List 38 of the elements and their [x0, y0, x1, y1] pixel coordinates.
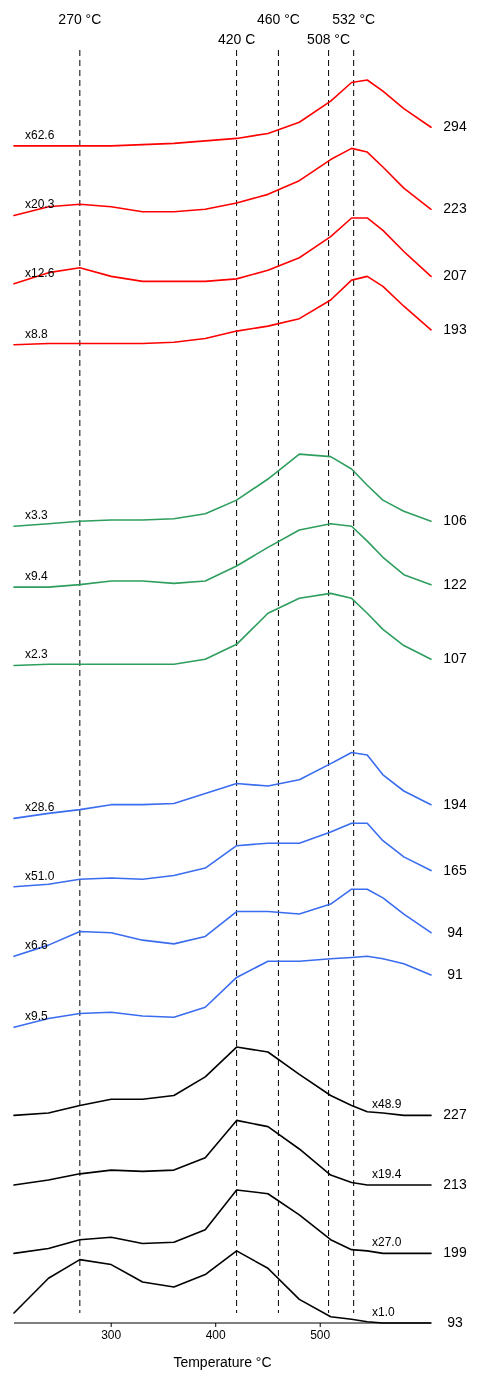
series-label: x9.5 [25, 1009, 49, 1024]
text: 106 [443, 512, 467, 529]
ref-line-label: 270 °C [58, 11, 102, 27]
text: 199 [443, 1244, 467, 1261]
series-label: x48.9 [372, 1097, 402, 1112]
text: 227 [443, 1106, 467, 1123]
x-tick-label: 500 [310, 1328, 331, 1342]
series-label: x3.3 [25, 508, 49, 523]
text: 223 [443, 200, 467, 217]
text: 122 [443, 575, 467, 592]
series-label: x20.3 [25, 197, 55, 212]
series-label: x19.4 [372, 1167, 402, 1182]
series-label: x2.3 [25, 647, 49, 662]
series-label: x27.0 [372, 1235, 402, 1250]
text: 207 [443, 267, 467, 284]
ref-line-label: 460 °C [256, 11, 300, 27]
series-label: x6.6 [25, 938, 49, 953]
text: 93 [447, 1314, 463, 1330]
text: 94 [447, 923, 463, 940]
series-label: x51.0 [25, 868, 55, 883]
series-label: x1.0 [372, 1305, 396, 1319]
text: 294 [443, 118, 467, 135]
text: 193 [443, 320, 467, 337]
series-label: x62.6 [25, 127, 55, 142]
text: 213 [443, 1176, 467, 1193]
text: 194 [443, 795, 467, 812]
text: 107 [443, 650, 467, 667]
x-tick-label: 400 [205, 1328, 227, 1342]
series-label: x8.8 [25, 326, 49, 341]
series-label: x9.4 [25, 569, 49, 584]
ref-line-label: 508 °C [307, 31, 351, 47]
series-label: x28.6 [25, 800, 55, 815]
ref-line-label: 420 C [217, 31, 256, 47]
ref-line-label: 532 °C [332, 11, 376, 27]
text: 91 [447, 965, 463, 982]
x-tick-label: 300 [101, 1328, 122, 1342]
x-axis-title: Temperature °C [173, 1354, 272, 1370]
text: 165 [443, 861, 467, 878]
